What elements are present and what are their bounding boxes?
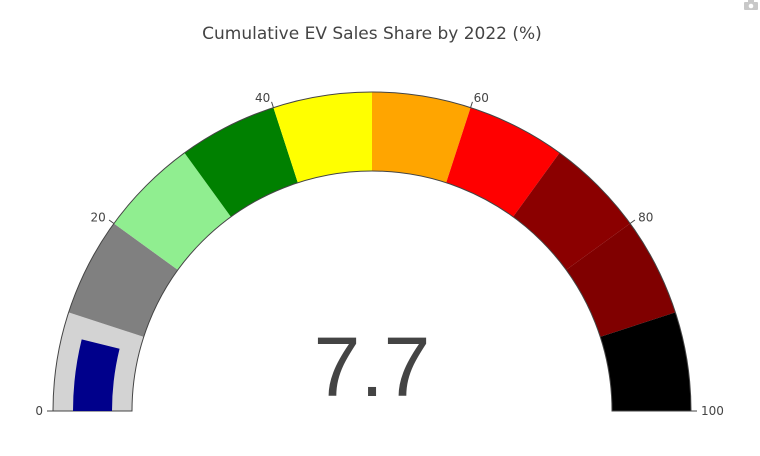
gauge-outline [52, 91, 692, 412]
gauge-step-4 [273, 92, 372, 183]
gauge-tick-40 [271, 101, 274, 108]
gauge-step-9 [600, 312, 691, 411]
gauge-tick-label: 0 [35, 404, 43, 418]
gauge-ticks: 0 20 40 60 80 100 [35, 91, 724, 418]
gauge-tick-label: 60 [474, 91, 489, 105]
gauge-value: 7.7 [314, 320, 431, 414]
gauge-bar [73, 339, 120, 411]
gauge-step-7 [513, 152, 631, 270]
gauge-step-2 [113, 152, 231, 270]
gauge-tick-80 [629, 219, 636, 224]
gauge-tick-label: 20 [91, 211, 106, 225]
gauge-tick-60 [470, 101, 473, 108]
chart-title: Cumulative EV Sales Share by 2022 (%) [202, 24, 542, 44]
gauge-tick-label: 80 [638, 211, 653, 225]
gauge-tick-label: 40 [255, 91, 270, 105]
gauge-steps [52, 91, 692, 412]
gauge-value-bar [73, 339, 120, 411]
gauge-step-5 [372, 92, 471, 183]
gauge-tick-20 [108, 219, 115, 224]
camera-icon[interactable] [744, 0, 758, 10]
gauge-tick-label: 100 [701, 404, 724, 418]
